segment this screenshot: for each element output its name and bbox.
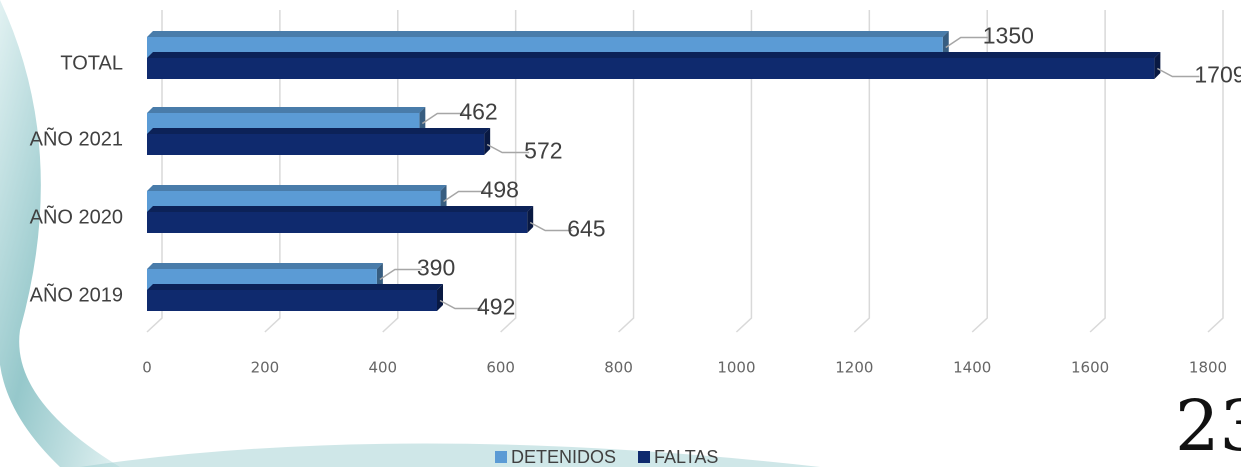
data-label: 390 (417, 255, 455, 281)
decoration (0, 0, 120, 467)
bar-face (942, 31, 949, 58)
bar-face (419, 107, 426, 134)
leader-line (945, 36, 988, 49)
x-tick-label: 1800 (1189, 359, 1227, 377)
bar (147, 128, 491, 155)
category-label: AÑO 2019 (30, 282, 123, 306)
data-label: 1350 (983, 23, 1034, 49)
x-tick-label: 1000 (717, 359, 755, 377)
data-label: 462 (459, 99, 497, 125)
grid-line (971, 10, 988, 333)
bar-face (376, 263, 383, 290)
x-tick-label: 800 (604, 359, 633, 377)
leader-line (379, 268, 422, 281)
x-tick-label: 1400 (953, 359, 991, 377)
grid-line (1089, 10, 1106, 333)
bar-face (147, 134, 485, 155)
leader-line (529, 221, 573, 232)
legend-label: FALTAS (654, 447, 718, 467)
category-label: AÑO 2021 (30, 126, 123, 150)
data-label: 645 (567, 216, 605, 242)
category-label: AÑO 2020 (30, 204, 123, 228)
bar-face (147, 128, 491, 134)
leader-line (439, 299, 483, 310)
grid-line (1207, 10, 1224, 333)
grid-line (735, 10, 753, 333)
page-number: 23 (1175, 385, 1241, 467)
category-label: TOTAL (60, 52, 123, 74)
bar-face (1154, 52, 1161, 79)
x-tick-label: 200 (251, 359, 280, 377)
bar (147, 206, 534, 233)
bar-face (147, 58, 1155, 79)
bar (147, 284, 444, 311)
data-label: 498 (481, 177, 519, 203)
x-tick-label: 1600 (1071, 359, 1109, 377)
leader-line (486, 143, 530, 154)
x-tick-label: 400 (368, 359, 397, 377)
data-label: 492 (477, 294, 515, 320)
leader-line (1157, 67, 1200, 78)
grid-line (618, 10, 635, 333)
bar-face (147, 185, 447, 191)
bar-face (147, 52, 1161, 58)
bar-face (147, 284, 444, 290)
bar-face (440, 185, 447, 212)
grid-line (853, 10, 871, 333)
leader-line (443, 190, 486, 203)
bar-face (437, 284, 444, 311)
leader-line (421, 112, 465, 125)
bar-face (147, 107, 426, 113)
bar-face (527, 206, 534, 233)
decoration (80, 443, 820, 467)
legend-label: DETENIDOS (511, 447, 616, 467)
data-label: 572 (524, 138, 562, 164)
legend-swatch (495, 451, 507, 463)
bar-face (147, 206, 534, 212)
bar-face (147, 31, 949, 37)
grid-line (500, 10, 517, 333)
bar-face (147, 290, 438, 311)
x-tick-label: 0 (142, 359, 152, 377)
bar-face (147, 263, 383, 269)
bar-face (147, 212, 528, 233)
data-label: 1709 (1194, 62, 1241, 88)
bar (147, 52, 1161, 79)
legend-swatch (638, 451, 651, 463)
bar-face (484, 128, 491, 155)
x-tick-label: 600 (486, 359, 515, 377)
x-tick-label: 1200 (835, 359, 873, 377)
